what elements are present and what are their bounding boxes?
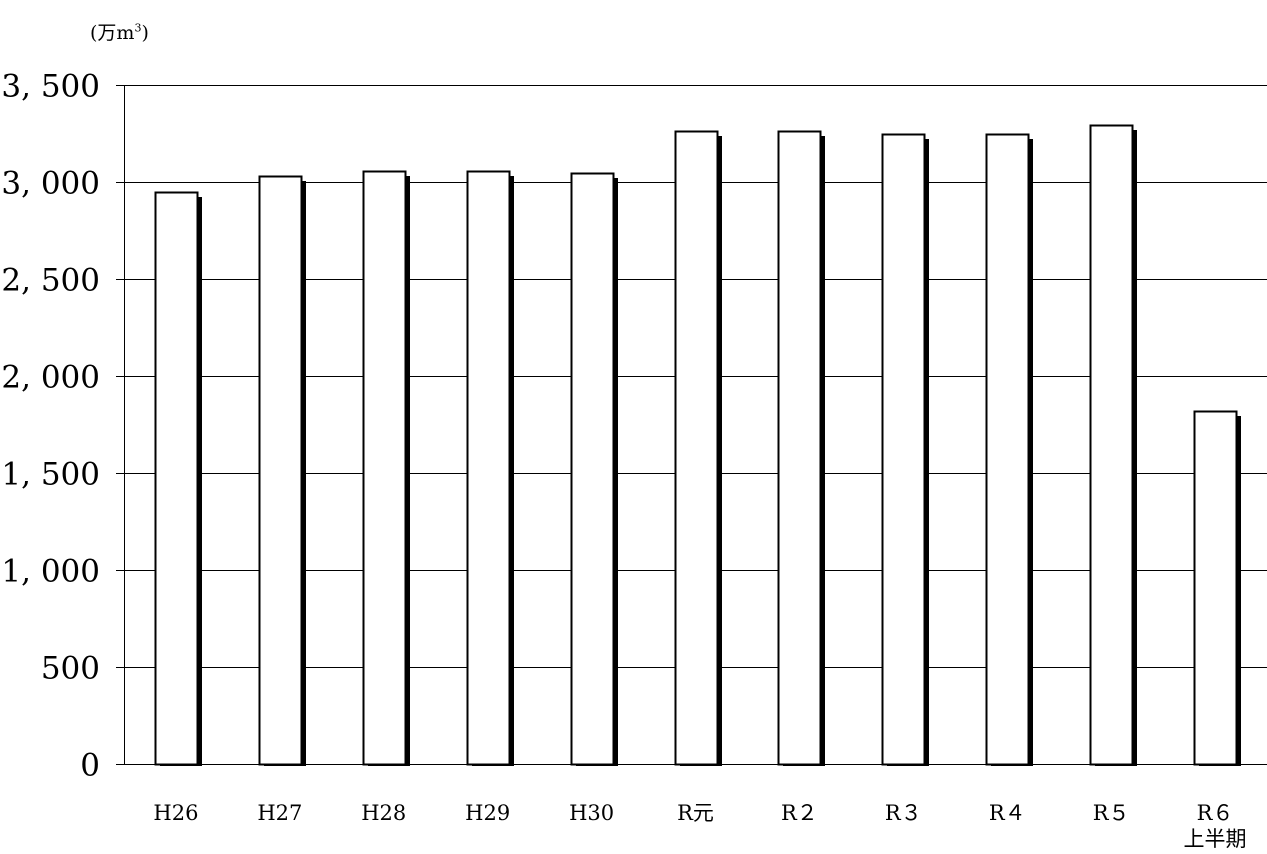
y-tick-label: 500 [41, 651, 100, 687]
bar [674, 130, 719, 766]
x-tick-label: H30 [569, 801, 614, 825]
bar [570, 172, 615, 766]
y-tick-label: 2, 000 [1, 360, 100, 396]
unit-label: (万m3) [90, 21, 149, 44]
x-tick-label: R６ [1197, 801, 1234, 825]
x-tick-label: H26 [153, 801, 198, 825]
y-tick-label: 3, 500 [1, 69, 100, 105]
y-tick-label: 3, 000 [1, 166, 100, 202]
x-tick-label: H27 [257, 801, 302, 825]
bar [1089, 124, 1134, 766]
bar [258, 175, 303, 766]
bar [777, 130, 822, 766]
y-tick-label: 2, 500 [1, 263, 100, 299]
bar [154, 191, 199, 766]
x-tick-label: R４ [989, 801, 1026, 825]
bar [881, 133, 926, 766]
bar [1193, 410, 1238, 766]
x-tick-label: R５ [1093, 801, 1130, 825]
y-tick-labels: 0 500 1, 000 1, 500 2, 000 2, 500 3, 000 3, 500 [1, 69, 100, 784]
y-tick-label: 1, 500 [1, 457, 100, 493]
bar [466, 170, 511, 766]
x-tick-label: R３ [885, 801, 922, 825]
bars [154, 124, 1241, 766]
x-tick-sublabel: 上半期 [1184, 827, 1247, 851]
bar [362, 170, 407, 766]
x-tick-label: R元 [677, 801, 714, 825]
x-tick-label: H29 [465, 801, 510, 825]
y-tick-label: 1, 000 [1, 554, 100, 590]
gridlines [116, 85, 1267, 765]
bar [985, 133, 1030, 766]
x-tick-label: H28 [361, 801, 406, 825]
x-tick-label: R２ [781, 801, 818, 825]
y-tick-label: 0 [80, 748, 100, 784]
